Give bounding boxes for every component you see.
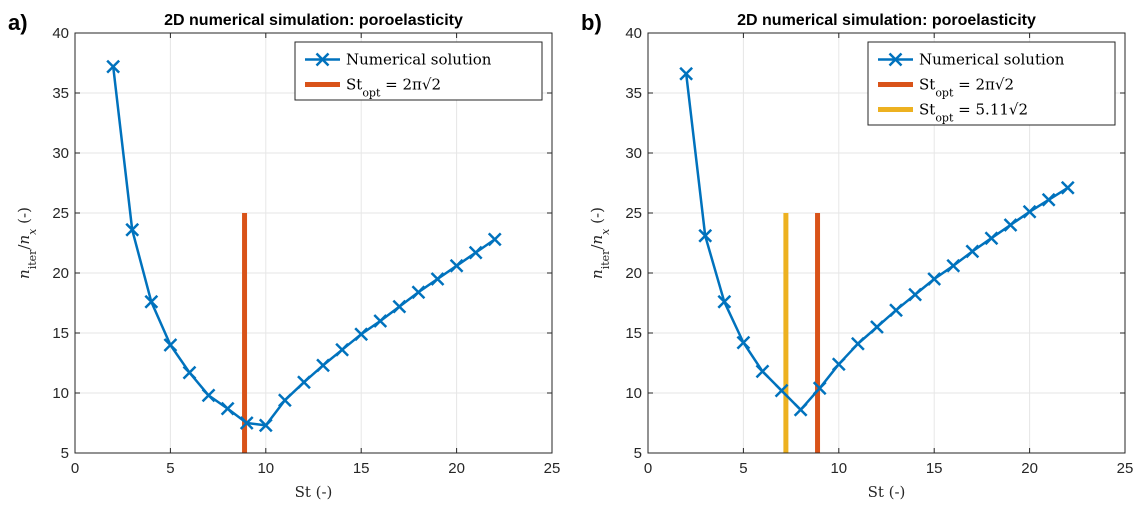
- y-tick-label: 40: [625, 25, 642, 42]
- data-point: [870, 320, 884, 334]
- data-point: [277, 393, 292, 408]
- data-point: [717, 294, 732, 309]
- data-point: [812, 381, 827, 396]
- chart-panel-a: a) 2D numerical simulation: poroelasticit…: [8, 10, 561, 501]
- data-point: [182, 365, 197, 380]
- panel-label: b): [581, 10, 602, 35]
- y-tick-label: 30: [52, 145, 69, 162]
- data-point: [411, 285, 426, 300]
- legend-label-vline: Stopt = 5.11√2: [919, 101, 1028, 125]
- data-point: [1003, 218, 1018, 232]
- x-tick-label: 25: [544, 460, 561, 477]
- y-tick-label: 25: [52, 205, 69, 222]
- x-tick-label: 5: [166, 460, 174, 477]
- legend-marker: [888, 52, 903, 67]
- data-point: [889, 303, 903, 318]
- y-tick-label: 15: [625, 325, 642, 342]
- x-tick-label: 0: [71, 460, 79, 477]
- data-point: [1060, 180, 1075, 195]
- y-tick-label: 20: [52, 265, 69, 282]
- x-tick-label: 0: [644, 460, 652, 477]
- x-axis-label: St (-): [868, 483, 906, 501]
- panel-label: a): [8, 10, 28, 35]
- y-tick-label: 30: [625, 145, 642, 162]
- data-point: [927, 272, 942, 286]
- y-tick-label: 40: [52, 25, 69, 42]
- data-point: [487, 232, 502, 247]
- legend: Numerical solution Stopt = 2π√2: [294, 41, 543, 101]
- data-point: [449, 258, 464, 273]
- data-point: [239, 416, 254, 430]
- data-point: [850, 336, 865, 351]
- chart-panel-b: b) 2D numerical simulation: poroelasticit…: [573, 0, 1146, 513]
- x-tick-label: 25: [1117, 460, 1134, 477]
- data-point: [106, 59, 121, 74]
- data-point: [163, 338, 178, 352]
- data-point: [373, 314, 388, 328]
- data-point: [258, 418, 273, 433]
- legend-box: [294, 41, 543, 101]
- y-tick-label: 5: [61, 445, 69, 462]
- y-axis-label: niter/nx (-): [588, 207, 612, 279]
- data-point: [736, 335, 751, 350]
- data-point: [965, 244, 980, 259]
- y-tick-label: 20: [625, 265, 642, 282]
- data-point: [946, 258, 961, 273]
- y-tick-label: 15: [52, 325, 69, 342]
- legend-label-series: Numerical solution: [346, 51, 492, 69]
- y-tick-label: 5: [634, 445, 642, 462]
- x-tick-label: 5: [739, 460, 747, 477]
- x-tick-label: 15: [353, 460, 370, 477]
- axes-box: [74, 32, 553, 454]
- x-tick-label: 15: [926, 460, 943, 477]
- data-point: [774, 383, 789, 398]
- chart-b: b) 2D numerical simulation: poroelasticit…: [581, 10, 1134, 501]
- x-tick-label: 10: [830, 460, 847, 477]
- data-point: [755, 364, 770, 379]
- legend-label-series: Numerical solution: [919, 51, 1065, 69]
- x-tick-label: 20: [1021, 460, 1038, 477]
- y-tick-label: 35: [625, 85, 642, 102]
- x-tick-label: 20: [448, 460, 465, 477]
- data-point: [1022, 204, 1037, 219]
- data-point: [679, 66, 694, 81]
- y-tick-label: 35: [52, 85, 69, 102]
- chart-a: a) 2D numerical simulation: poroelasticit…: [8, 10, 561, 501]
- y-tick-label: 10: [52, 385, 69, 402]
- plot-area: [75, 33, 552, 453]
- data-point: [354, 327, 369, 342]
- data-point: [908, 287, 923, 302]
- data-point: [220, 401, 235, 416]
- data-point: [793, 402, 808, 417]
- data-point: [316, 358, 330, 373]
- y-axis-label: niter/nx (-): [15, 207, 39, 279]
- data-point: [297, 375, 311, 390]
- y-tick-label: 25: [625, 205, 642, 222]
- data-point: [392, 299, 407, 314]
- chart-title: 2D numerical simulation: poroelasticity: [164, 12, 463, 29]
- data-point: [698, 228, 713, 243]
- data-point: [984, 231, 999, 246]
- legend-label-vline: Stopt = 2π√2: [919, 76, 1014, 100]
- data-point: [144, 294, 159, 309]
- data-point: [335, 342, 350, 357]
- data-point: [201, 388, 216, 403]
- data-point: [468, 245, 483, 260]
- data-point: [125, 222, 140, 237]
- data-point: [831, 357, 846, 372]
- x-tick-label: 10: [257, 460, 274, 477]
- legend-marker: [315, 52, 330, 67]
- x-axis-label: St (-): [295, 483, 333, 501]
- data-point: [1041, 192, 1056, 207]
- y-tick-label: 10: [625, 385, 642, 402]
- axes-box: [647, 32, 1126, 454]
- legend-label-vline: Stopt = 2π√2: [346, 76, 441, 100]
- chart-title: 2D numerical simulation: poroelasticity: [737, 12, 1036, 29]
- data-point: [430, 272, 445, 286]
